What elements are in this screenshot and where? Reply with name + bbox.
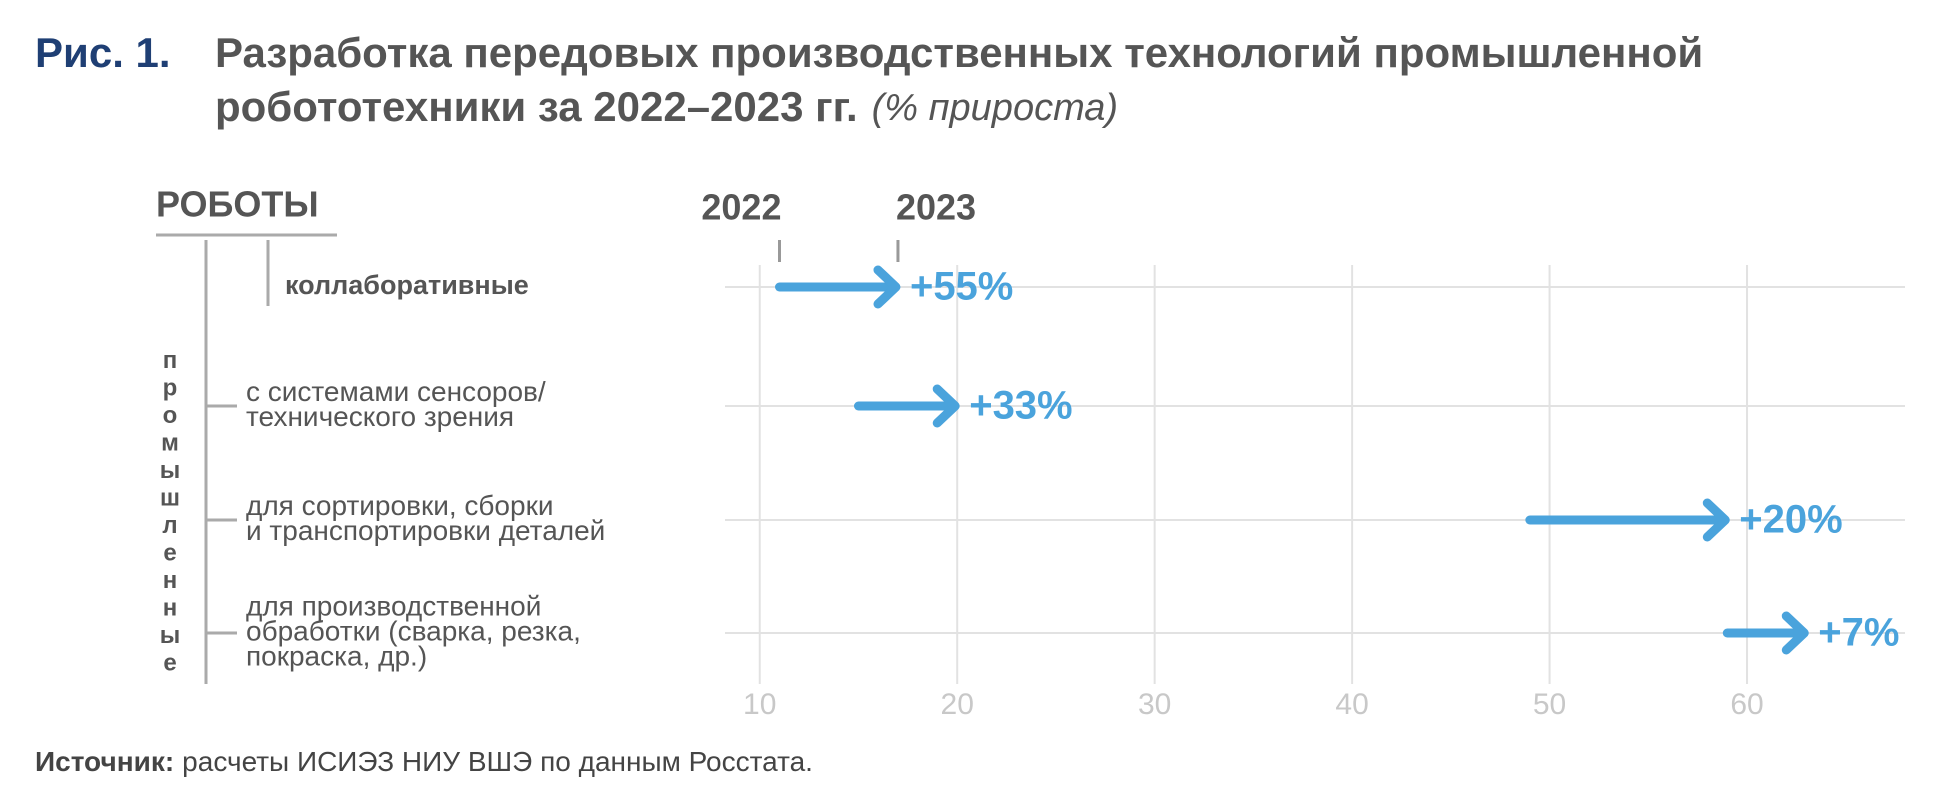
subtitle: (% прироста) xyxy=(872,87,1118,129)
group-letter: п xyxy=(163,347,178,374)
chart-title: робототехники за 2022–2023 гг. (% прирост… xyxy=(215,83,1118,130)
group-letter: ы xyxy=(160,622,181,649)
row-label: технического зрения xyxy=(246,401,514,432)
group-letter: н xyxy=(163,595,178,622)
group-letter: е xyxy=(163,540,176,567)
group-letter: м xyxy=(161,430,179,457)
x-tick-label: 30 xyxy=(1138,688,1171,721)
row-label: для производственной xyxy=(246,590,541,621)
chart-title: Разработка передовых производственных те… xyxy=(215,29,1703,76)
row-label: и транспортировки деталей xyxy=(246,515,605,546)
row-label: с системами сенсоров/ xyxy=(246,376,546,407)
group-letter: н xyxy=(163,567,178,594)
arrow-head xyxy=(1702,498,1730,542)
arrow-head xyxy=(932,384,960,428)
arrow-head xyxy=(1781,611,1809,655)
row-label: для сортировки, сборки xyxy=(246,490,553,521)
group-letter: л xyxy=(162,512,177,539)
value-label: +20% xyxy=(1739,498,1842,542)
group-letter: р xyxy=(163,375,178,402)
row-label: покраска, др.) xyxy=(246,640,427,671)
row-label: обработки (сварка, резка, xyxy=(246,615,581,646)
value-label: +33% xyxy=(969,384,1072,428)
legend-label: 2022 xyxy=(701,187,781,228)
figure-label: Рис. 1. xyxy=(35,29,171,76)
source-label: Источник: xyxy=(35,746,174,777)
group-letter: о xyxy=(163,402,178,429)
value-label: +55% xyxy=(910,265,1013,309)
arrow-head xyxy=(873,265,901,309)
x-tick-label: 60 xyxy=(1730,688,1763,721)
group-letter: е xyxy=(163,650,176,677)
source-text: расчеты ИСИЭЗ НИУ ВШЭ по данным Росстата… xyxy=(182,746,813,777)
group-letter: ы xyxy=(160,457,181,484)
header: РОБОТЫ xyxy=(156,184,319,225)
source: Источник: расчеты ИСИЭЗ НИУ ВШЭ по данным… xyxy=(35,746,813,777)
x-tick-label: 40 xyxy=(1335,688,1368,721)
x-tick-label: 20 xyxy=(941,688,974,721)
value-label: +7% xyxy=(1818,611,1899,655)
row-label: коллаборативные xyxy=(285,270,529,300)
x-tick-label: 50 xyxy=(1533,688,1566,721)
legend-label: 2023 xyxy=(896,187,976,228)
x-tick-label: 10 xyxy=(743,688,776,721)
group-letter: ш xyxy=(160,485,180,512)
chart-title: робототехники за 2022–2023 гг. xyxy=(215,83,858,130)
